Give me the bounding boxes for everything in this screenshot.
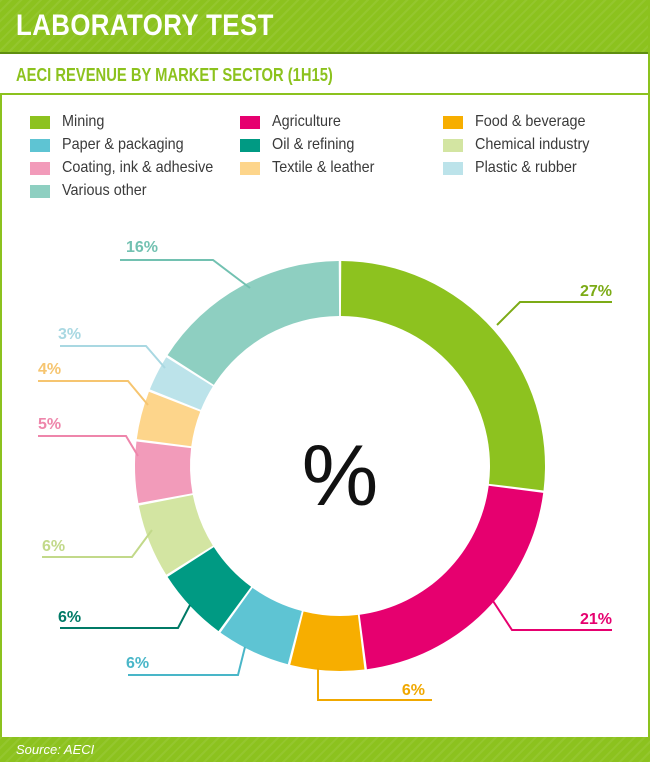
data-label-various-other: 16%: [126, 239, 158, 256]
legend-label: Food & beverage: [475, 113, 586, 130]
data-label-textile-leather: 4%: [38, 361, 61, 378]
legend-swatch: [443, 116, 463, 129]
legend-swatch: [240, 116, 260, 129]
legend-label: Mining: [62, 113, 105, 130]
slice-coating-ink-adhesive: [135, 441, 193, 504]
slice-textile-leather: [136, 391, 201, 447]
percent-symbol: %: [302, 428, 378, 524]
leader-line-paper-packaging: [128, 646, 246, 676]
slice-oil-refining: [167, 547, 252, 632]
slice-food-beverage: [290, 611, 365, 671]
leader-line-plastic-rubber: [60, 345, 166, 369]
data-label-food-beverage: 6%: [402, 682, 425, 699]
data-label-paper-packaging: 6%: [126, 655, 149, 672]
data-label-oil-refining: 6%: [58, 609, 81, 626]
legend-swatch: [30, 116, 50, 129]
leader-line-oil-refining: [60, 604, 191, 629]
legend-swatch: [30, 139, 50, 152]
leader-line-textile-leather: [38, 380, 149, 406]
page-title: LABORATORY TEST: [16, 9, 274, 42]
legend-label: Various other: [62, 182, 147, 199]
leader-line-coating-ink-adhesive: [38, 435, 139, 457]
leader-line-agriculture: [492, 600, 612, 631]
slice-mining: [340, 261, 545, 491]
legend-label: Chemical industry: [475, 136, 590, 153]
footer-banner: Source: AECI: [0, 737, 650, 762]
slice-agriculture: [359, 485, 544, 670]
leader-line-chemical-industry: [42, 529, 153, 558]
legend-swatch: [30, 185, 50, 198]
leader-line-food-beverage: [317, 668, 432, 701]
legend-label: Plastic & rubber: [475, 159, 577, 176]
legend-label: Coating, ink & adhesive: [62, 159, 214, 176]
leader-line-various-other: [120, 259, 251, 289]
legend-swatch: [30, 162, 50, 175]
frame-right-border: [648, 0, 650, 762]
frame-left-border: [0, 95, 2, 737]
slice-plastic-rubber: [149, 357, 213, 410]
slice-chemical-industry: [138, 495, 213, 575]
data-label-coating-ink-adhesive: 5%: [38, 416, 61, 433]
slice-paper-packaging: [220, 587, 302, 665]
legend-label: Agriculture: [272, 113, 341, 130]
legend-label: Textile & leather: [272, 159, 375, 176]
legend-swatch: [443, 139, 463, 152]
header-banner: LABORATORY TEST: [0, 0, 650, 54]
leader-line-mining: [496, 301, 612, 326]
chart-title: AECI REVENUE BY MARKET SECTOR (1H15): [16, 65, 333, 85]
legend-label: Oil & refining: [272, 136, 355, 153]
legend-swatch: [240, 139, 260, 152]
source-note: Source: AECI: [16, 742, 95, 757]
data-label-chemical-industry: 6%: [42, 538, 65, 555]
legend-swatch: [240, 162, 260, 175]
data-label-plastic-rubber: 3%: [58, 326, 81, 343]
legend-label: Paper & packaging: [62, 136, 184, 153]
data-label-mining: 27%: [580, 283, 612, 300]
legend-swatch: [443, 162, 463, 175]
data-label-agriculture: 21%: [580, 611, 612, 628]
title-divider: [0, 93, 650, 95]
slice-various-other: [167, 261, 340, 385]
